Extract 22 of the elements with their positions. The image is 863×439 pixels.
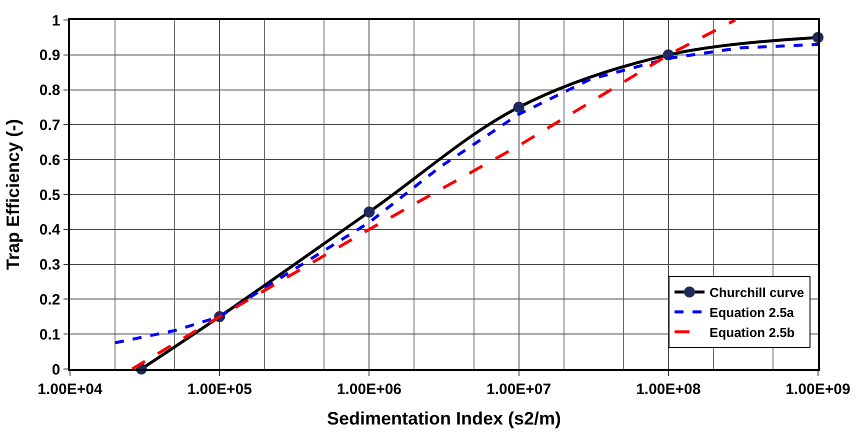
x-tick-label: 1.00E+06 <box>336 380 402 398</box>
x-tick-label: 1.00E+04 <box>38 380 103 398</box>
x-tick-label: 1.00E+08 <box>636 380 701 398</box>
legend-label: Churchill curve <box>710 285 804 300</box>
y-tick-label: 0.5 <box>39 186 60 204</box>
x-axis-title: Sedimentation Index (s2/m) <box>326 408 562 428</box>
x-tick-label: 1.00E+05 <box>187 380 252 398</box>
y-tick-label: 0.8 <box>39 82 60 100</box>
y-axis-title: Trap Efficiency (-) <box>3 118 24 270</box>
y-tick-label: 1 <box>52 12 60 30</box>
y-tick-label: 0.2 <box>39 291 60 308</box>
y-tick-label: 0.7 <box>39 116 60 134</box>
y-tick-label: 0.3 <box>39 256 60 274</box>
x-tick-label: 1.00E+07 <box>486 380 552 398</box>
y-tick-label: 0.9 <box>39 47 60 64</box>
y-tick-label: 0.6 <box>39 152 60 169</box>
legend-label: Equation 2.5a <box>710 304 795 320</box>
y-tick-label: 0.4 <box>39 222 61 239</box>
y-tick-label: 0.1 <box>39 326 60 344</box>
x-tick-label: 1.00E+09 <box>786 380 850 398</box>
y-tick-label: 0 <box>52 361 60 378</box>
legend-label: Equation 2.5b <box>710 324 795 340</box>
